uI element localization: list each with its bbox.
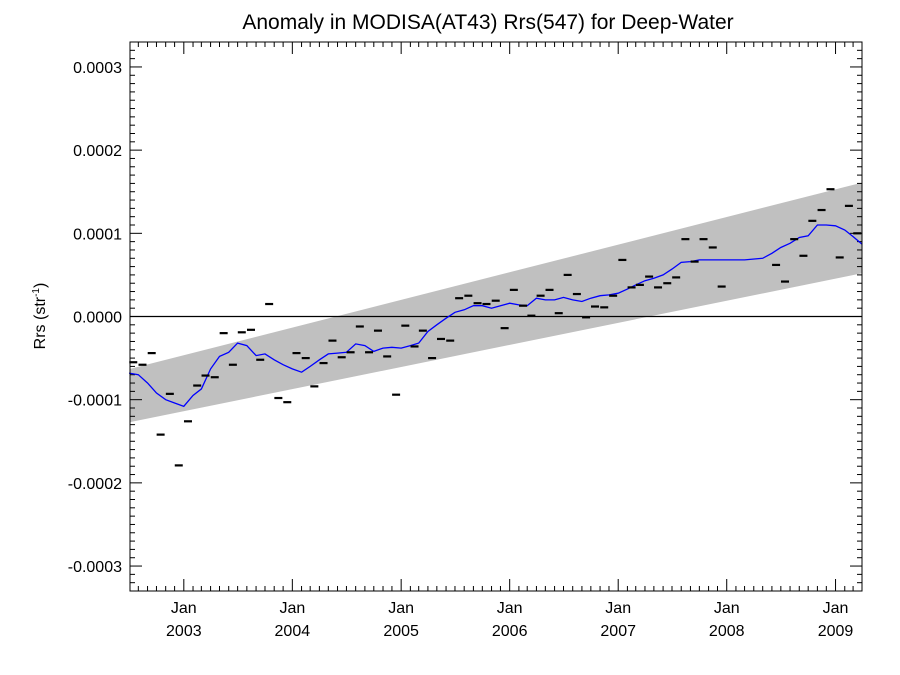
x-tick-label-month: Jan [279, 600, 305, 617]
y-tick-label: -0.0002 [68, 476, 122, 493]
y-tick-label: 0.0002 [73, 143, 122, 160]
y-tick-label: 0.0001 [73, 226, 122, 243]
y-tick-label: -0.0003 [68, 559, 122, 576]
running-mean-layer [128, 224, 863, 408]
y-axis-label-close: ) [32, 283, 49, 288]
plot-frame [129, 41, 863, 592]
x-tick-label-year: 2004 [275, 623, 311, 640]
x-tick-label-year: 2008 [709, 623, 745, 640]
x-tick-label-month: Jan [714, 600, 740, 617]
anomaly-points-layer [129, 188, 862, 467]
x-tick-label-year: 2003 [166, 623, 202, 640]
x-tick-label-year: 2007 [600, 623, 636, 640]
x-tick-labels: Jan 2003 Jan 2004 Jan 2005 Jan 2006 Jan 2007 Jan 20… [166, 600, 853, 640]
x-tick-label-year: 2006 [492, 623, 528, 640]
trend-band-layer [130, 182, 862, 423]
y-axis-label-superscript: -1 [31, 288, 42, 297]
y-tick-labels: 0.0003 0.0002 0.0001 0.0000 -0.0001 -0.0002 -0… [68, 60, 122, 576]
x-tick-label-month: Jan [171, 600, 197, 617]
x-tick-label-year: 2005 [383, 623, 419, 640]
x-tick-label-month: Jan [388, 600, 414, 617]
y-tick-label: -0.0001 [68, 393, 122, 410]
y-axis-label-main: Rrs (str [32, 296, 49, 349]
trend-band [130, 182, 862, 423]
y-tick-label: 0.0003 [73, 60, 122, 77]
x-tick-label-month: Jan [497, 600, 523, 617]
chart-title: Anomaly in MODISA(AT43) Rrs(547) for Dee… [242, 11, 733, 34]
running-mean-line [128, 224, 863, 408]
y-tick-label: 0.0000 [73, 310, 122, 327]
x-tick-label-month: Jan [823, 600, 849, 617]
x-tick-label-year: 2009 [818, 623, 854, 640]
x-tick-label-month: Jan [605, 600, 631, 617]
y-axis-label: Rrs (str-1) [31, 283, 49, 350]
